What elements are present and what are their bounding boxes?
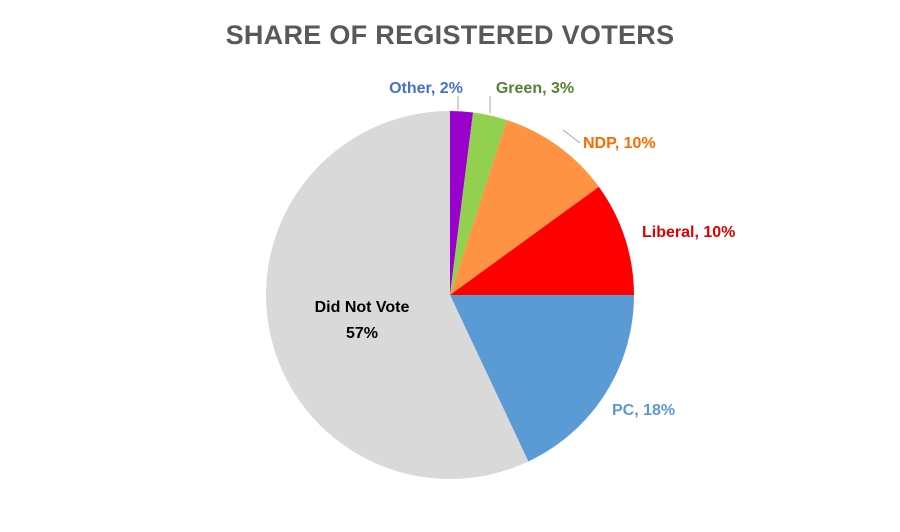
data-label-ndp: NDP, 10% bbox=[583, 135, 656, 152]
data-label-liberal: Liberal, 10% bbox=[642, 224, 735, 241]
data-label-other: Other, 2% bbox=[389, 80, 463, 97]
pie-slice-did-not-vote bbox=[266, 111, 529, 479]
pie-slice-green bbox=[450, 112, 507, 295]
pie-slice-ndp bbox=[450, 120, 599, 295]
data-label-did-not-vote: Did Not Vote bbox=[315, 299, 410, 316]
chart-title: SHARE OF REGISTERED VOTERS bbox=[225, 20, 675, 50]
data-label-green: Green, 3% bbox=[496, 80, 574, 97]
data-label-did-not-vote-percent: 57% bbox=[346, 325, 378, 342]
data-label-pc: PC, 18% bbox=[612, 402, 675, 419]
pie-slice-liberal bbox=[450, 186, 634, 295]
pie-slice-pc bbox=[450, 295, 634, 462]
pie-slice-other bbox=[450, 111, 474, 295]
leader-line-ndp bbox=[562, 129, 581, 144]
